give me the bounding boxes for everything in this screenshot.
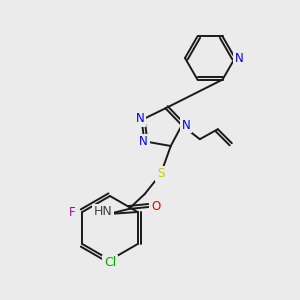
- Text: N: N: [182, 119, 190, 132]
- Text: Cl: Cl: [104, 256, 116, 269]
- Text: S: S: [157, 167, 164, 181]
- Text: O: O: [151, 200, 160, 214]
- Text: F: F: [69, 206, 76, 218]
- Text: N: N: [235, 52, 243, 64]
- Text: N: N: [139, 135, 148, 148]
- Text: HN: HN: [93, 206, 112, 218]
- Text: N: N: [136, 112, 145, 125]
